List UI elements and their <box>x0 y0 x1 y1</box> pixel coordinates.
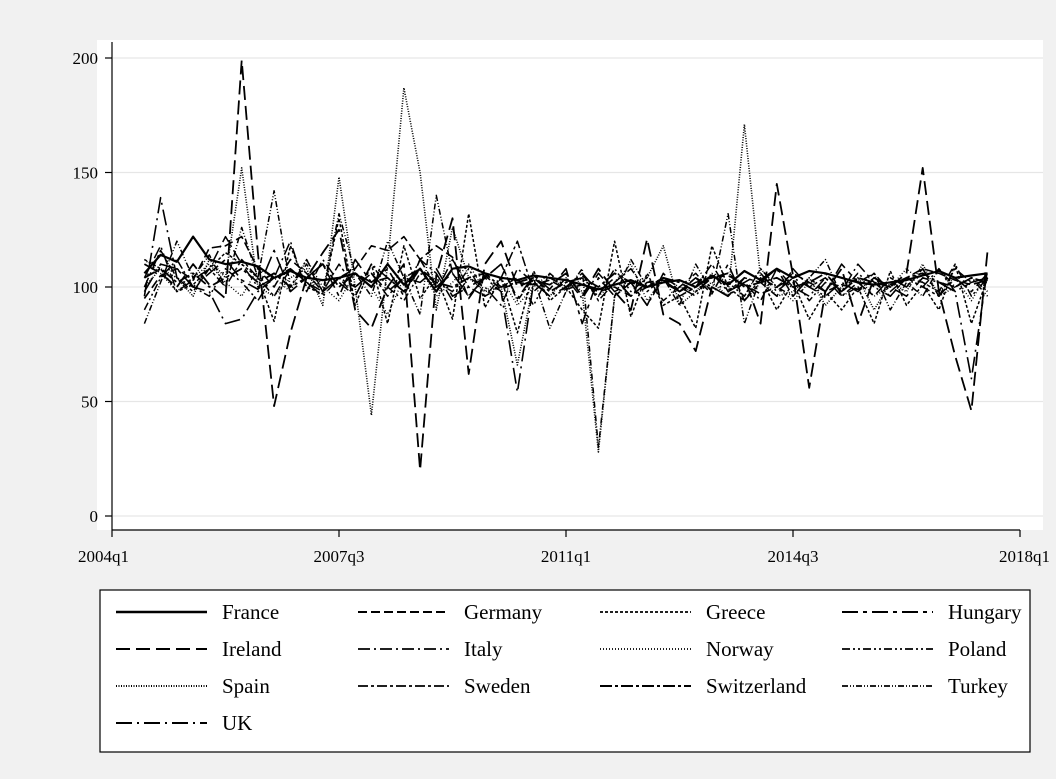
legend-label: Ireland <box>222 637 282 661</box>
legend-label: Sweden <box>464 674 531 698</box>
y-tick-label: 0 <box>90 507 99 526</box>
legend-label: Turkey <box>948 674 1008 698</box>
legend-label: Poland <box>948 637 1007 661</box>
legend-label: UK <box>222 711 252 735</box>
y-tick-label: 50 <box>81 393 98 412</box>
x-tick-label: 2007q3 <box>314 547 365 566</box>
legend-label: Spain <box>222 674 270 698</box>
y-tick-label: 200 <box>73 49 99 68</box>
x-tick-label: 2011q1 <box>541 547 591 566</box>
legend-label: France <box>222 600 279 624</box>
legend-label: Switzerland <box>706 674 807 698</box>
series-line-switzerland <box>143 263 988 293</box>
series-line-uk <box>143 196 989 394</box>
series-line-spain <box>143 87 989 453</box>
legend-box <box>99 589 1031 753</box>
y-tick-label: 100 <box>73 278 99 297</box>
axes: 0 50 100 150 200 2004q1 2007q3 2011q1 2014q3 2018… <box>73 42 1050 566</box>
legend-label: Italy <box>464 637 503 661</box>
y-tick-label: 150 <box>73 164 99 183</box>
x-tick-label: 2014q3 <box>768 547 819 566</box>
series-lines <box>143 59 989 472</box>
legend-label: Germany <box>464 600 543 624</box>
legend-label: Norway <box>706 637 774 661</box>
legend: France Germany Greece Hungary Ireland Italy No… <box>99 589 1031 753</box>
x-tick-label: 2018q1 <box>999 547 1050 566</box>
legend-label: Hungary <box>948 600 1022 624</box>
x-tick-label: 2004q1 <box>78 547 129 566</box>
series-line-greece <box>144 212 989 334</box>
legend-label: Greece <box>706 600 765 624</box>
